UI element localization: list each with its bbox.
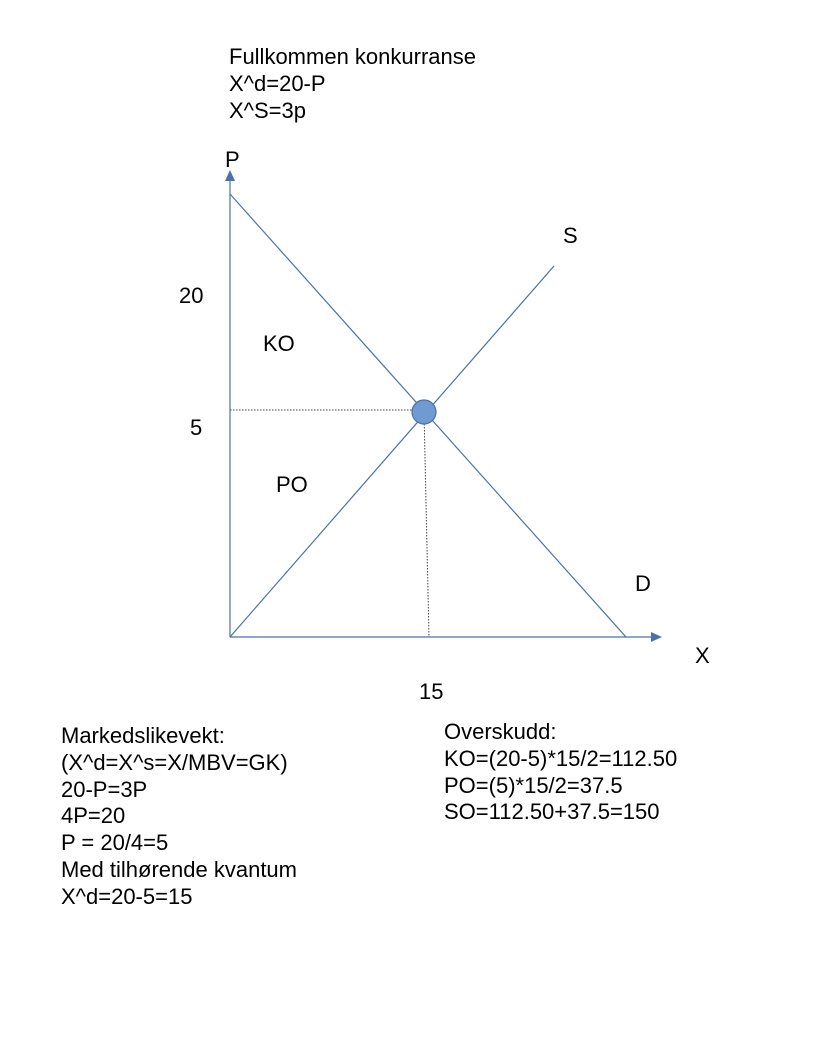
surplus-line: SO=112.50+37.5=150 <box>444 799 660 825</box>
calc-line: P = 20/4=5 <box>61 830 169 856</box>
producer-surplus-label: PO <box>276 472 308 497</box>
equilibrium-price-tick: 5 <box>190 415 203 440</box>
calc-line: Markedslikevekt: <box>61 723 225 748</box>
equilibrium-point <box>411 399 437 425</box>
calc-line: 4P=20 <box>61 803 126 829</box>
surplus-line: Overskudd: <box>444 719 557 744</box>
equilibrium-quantity-guide <box>423 411 430 638</box>
x-axis-label: X <box>695 643 710 668</box>
consumer-surplus-label: KO <box>263 331 295 356</box>
demand-curve-label: D <box>635 571 651 596</box>
calc-line: Med tilhørende kvantum <box>61 856 297 882</box>
calc-line: X^d=20-5=15 <box>61 883 193 909</box>
demand-equation: X^d=20-P <box>229 70 326 96</box>
calc-line: (X^d=X^s=X/MBV=GK) <box>61 749 288 775</box>
supply-curve <box>229 265 555 638</box>
equilibrium-calculation: Markedslikevekt: (X^d=X^s=X/MBV=GK) 20-P… <box>61 723 297 911</box>
surplus-line: KO=(20-5)*15/2=112.50 <box>444 745 678 771</box>
calc-line: 20-P=3P <box>61 776 148 802</box>
supply-equation: X^S=3p <box>229 97 306 123</box>
y-axis-arrow-icon <box>225 170 235 181</box>
equilibrium-quantity-tick: 15 <box>419 679 444 704</box>
y-axis-label: P <box>225 147 240 172</box>
header-title: Fullkommen konkurranse <box>229 44 476 69</box>
surplus-line: PO=(5)*15/2=37.5 <box>444 772 623 798</box>
header-text: Fullkommen konkurranse X^d=20-P X^S=3p <box>229 44 476 124</box>
surplus-calculation: Overskudd: KO=(20-5)*15/2=112.50 PO=(5)*… <box>444 719 677 826</box>
supply-curve-label: S <box>563 223 578 248</box>
x-axis-arrow-icon <box>651 632 662 642</box>
price-intercept-tick: 20 <box>179 283 204 308</box>
